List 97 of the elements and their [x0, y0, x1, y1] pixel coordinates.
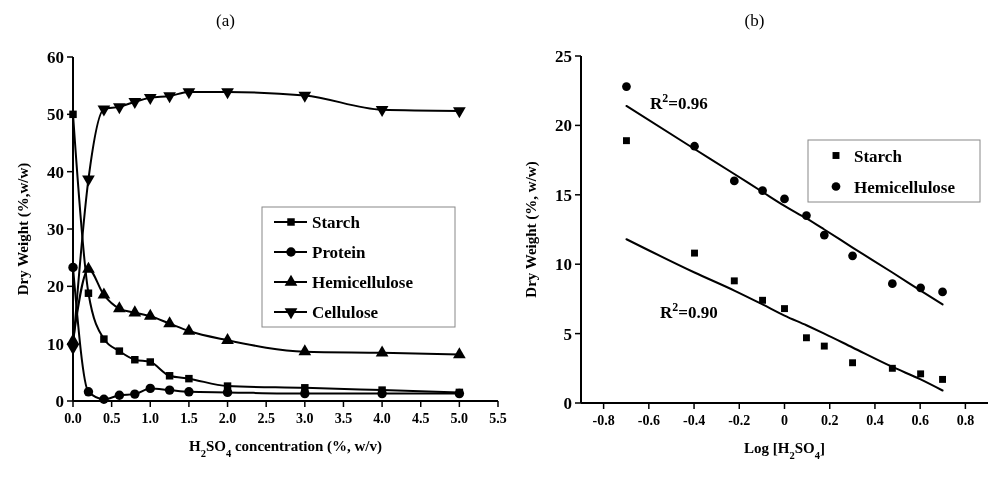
- y-tick-label: 50: [47, 105, 64, 125]
- point: [82, 175, 95, 187]
- x-tick-label: 4.5: [411, 411, 430, 426]
- chart-title: (b): [744, 11, 765, 30]
- line-series: [625, 238, 944, 392]
- point: [622, 82, 631, 91]
- annotation: R$^{2}$=0.90: [660, 300, 718, 322]
- annotation: R$^{2}$=0.96: [650, 91, 708, 113]
- x-tick-label: 1.0: [141, 411, 160, 426]
- y-tick-label: 60: [47, 48, 64, 67]
- legend-label: Starch: [854, 146, 903, 166]
- point: [184, 387, 194, 397]
- x-tick-label: 0.0: [64, 411, 82, 426]
- point: [848, 251, 857, 261]
- point: [146, 358, 155, 366]
- point: [375, 106, 389, 118]
- point: [939, 375, 947, 383]
- x-tick-label: 2.5: [257, 411, 275, 426]
- point: [298, 344, 312, 356]
- x-axis-title: Log [H$_{2}$SO$_{4}$]: [744, 440, 825, 461]
- x-tick-label: -0.2: [728, 413, 751, 428]
- legend-label: Hemicellulose: [312, 273, 414, 292]
- x-tick-label: 3.5: [334, 411, 353, 426]
- y-tick-label: 40: [47, 162, 64, 182]
- point: [182, 323, 196, 335]
- point: [83, 387, 94, 397]
- x-tick-label: 0.4: [866, 413, 884, 428]
- point: [114, 390, 125, 400]
- point: [453, 347, 466, 359]
- point: [298, 91, 312, 103]
- point: [887, 279, 897, 288]
- legend-label: Protein: [312, 243, 367, 262]
- point: [84, 289, 93, 297]
- x-tick-label: 5.0: [450, 411, 469, 426]
- point: [221, 88, 234, 100]
- point: [163, 92, 176, 104]
- y-tick-label: 25: [555, 47, 572, 66]
- legend-label: Starch: [312, 213, 361, 232]
- legend-label: Hemicellulose: [854, 177, 956, 197]
- point: [730, 277, 738, 285]
- y-tick-label: 0: [55, 392, 64, 411]
- legend-label: Cellulose: [312, 303, 379, 322]
- x-tick-label: 0.5: [102, 411, 121, 426]
- point: [781, 305, 788, 313]
- x-tick-label: -0.4: [682, 413, 706, 428]
- point: [759, 296, 767, 304]
- point: [375, 345, 389, 357]
- point: [163, 316, 176, 328]
- y-tick-label: 20: [47, 277, 64, 297]
- point: [820, 342, 828, 350]
- point: [145, 383, 155, 394]
- point: [113, 103, 126, 115]
- y-tick-label: 5: [563, 324, 572, 344]
- y-axis-title: Dry Weight (%, w/w): [523, 161, 540, 298]
- y-tick-label: 0: [563, 394, 572, 413]
- x-tick-label: 1.5: [180, 411, 198, 426]
- point: [453, 107, 466, 119]
- point: [164, 385, 175, 395]
- point: [165, 372, 174, 380]
- y-tick-label: 30: [47, 220, 64, 239]
- point: [182, 88, 196, 100]
- point: [802, 334, 810, 342]
- point: [131, 355, 139, 364]
- y-axis-title: Dry Weight (%,w/w): [15, 162, 32, 296]
- point: [113, 301, 126, 313]
- point: [622, 137, 630, 145]
- point: [691, 249, 698, 257]
- x-tick-label: -0.8: [592, 413, 615, 428]
- point: [938, 287, 947, 297]
- x-tick-label: 0: [781, 413, 788, 428]
- x-tick-label: 5.5: [489, 411, 507, 426]
- point: [115, 347, 124, 355]
- x-tick-label: 0.8: [956, 413, 975, 428]
- point: [128, 98, 142, 110]
- y-tick-label: 20: [555, 116, 572, 136]
- y-tick-label: 10: [555, 255, 572, 275]
- point: [917, 370, 925, 378]
- x-tick-label: 4.0: [373, 411, 391, 426]
- x-tick-label: 2.0: [218, 411, 237, 426]
- x-tick-label: 0.6: [911, 413, 929, 428]
- point: [130, 389, 140, 399]
- y-tick-label: 10: [47, 334, 64, 354]
- chart-title: (a): [216, 11, 235, 30]
- x-tick-label: 0.2: [820, 413, 839, 428]
- point: [780, 194, 789, 204]
- point: [128, 305, 142, 317]
- x-tick-label: -0.6: [637, 413, 660, 428]
- point: [100, 335, 108, 343]
- x-axis-title: H$_{2}$SO$_{4}$ concentration (%, w/v): [189, 438, 382, 459]
- point: [185, 374, 193, 383]
- point: [97, 105, 111, 117]
- point: [819, 230, 829, 240]
- y-tick-label: 15: [555, 185, 572, 205]
- x-tick-label: 3.0: [296, 411, 314, 426]
- point: [729, 176, 739, 186]
- point: [849, 359, 857, 367]
- point: [143, 94, 157, 106]
